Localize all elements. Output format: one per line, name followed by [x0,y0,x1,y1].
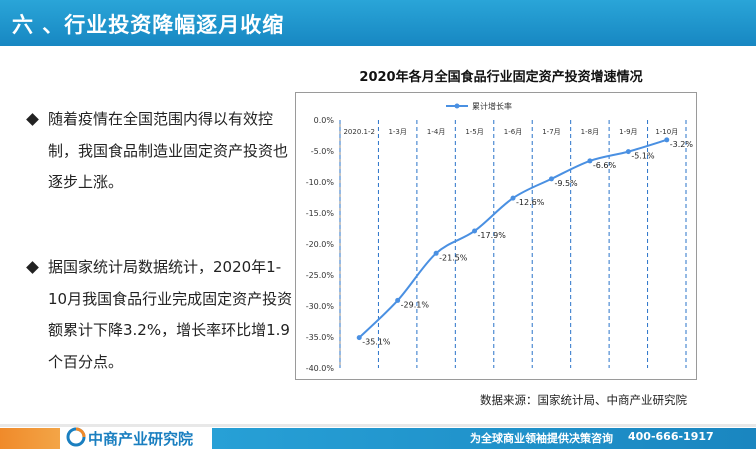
y-tick-label: -15.0% [306,209,335,218]
header-bar: 六 、行业投资降幅逐月收缩 [0,0,756,46]
footer-accent [0,428,60,449]
company-logo-text: 中商产业研究院 [88,430,194,448]
line-chart: 0.0% -5.0% -10.0% -15.0% -20.0% -25.0% -30.0% -… [306,101,694,373]
y-tick-label: -20.0% [306,240,335,249]
x-tick-label: 1-6月 [504,128,522,136]
data-label: -6.6% [593,161,617,170]
y-tick-label: -35.0% [306,333,335,342]
page-title: 六 、行业投资降幅逐月收缩 [12,13,285,37]
data-label: -21.5% [439,253,468,262]
data-point [356,335,362,341]
company-logo-icon [66,427,86,447]
data-label: -12.6% [516,198,545,207]
data-label: -35.1% [362,338,391,347]
data-source: 数据来源：国家统计局、中商产业研究院 [480,393,687,407]
x-tick-label: 1-3月 [388,128,406,136]
data-label: -29.1% [401,300,430,309]
x-tick-label: 1-10月 [655,128,678,136]
y-tick-label: -30.0% [306,302,335,311]
data-point [548,176,554,182]
data-point [587,158,593,164]
data-label: -5.1% [631,152,655,161]
data-point [625,149,631,155]
diamond-bullet-icon [26,113,39,126]
x-tick-label: 1-9月 [619,128,637,136]
bullet-text-1: 随着疫情在全国范围内得以有效控制，我国食品制造业固定资产投资也逐步上涨。 [48,110,289,191]
x-tick-label: 1-8月 [581,128,599,136]
x-tick-label: 1-5月 [465,128,483,136]
legend-marker [454,103,460,109]
data-label: -9.5% [554,179,578,188]
chart-frame: 0.0% -5.0% -10.0% -15.0% -20.0% -25.0% -30.0% -… [295,92,697,380]
legend-label: 累计增长率 [472,101,512,111]
data-point [472,228,478,234]
data-label: -17.9% [478,231,507,240]
footer-phone: 400-666-1917 [628,430,714,443]
data-point [395,297,401,303]
y-tick-label: -25.0% [306,271,335,280]
footer-slogan: 为全球商业领袖提供决策咨询 [470,432,613,445]
data-point [510,195,516,201]
bullet-text-2: 据国家统计局数据统计，2020年1-10月我国食品行业完成固定资产投资额累计下降… [48,258,293,371]
data-point [664,137,670,143]
y-tick-label: -40.0% [306,364,335,373]
x-tick-label: 1-4月 [427,128,445,136]
bullet-point-1: 随着疫情在全国范围内得以有效控制，我国食品制造业固定资产投资也逐步上涨。 [26,104,298,199]
footer-band [212,428,756,449]
diamond-bullet-icon [26,261,39,274]
bullet-point-2: 据国家统计局数据统计，2020年1-10月我国食品行业完成固定资产投资额累计下降… [26,252,298,378]
data-label: -3.2% [670,140,694,149]
footer-divider [0,424,756,427]
x-tick-label: 1-7月 [542,128,560,136]
y-tick-label: 0.0% [314,116,335,125]
data-point [433,250,439,256]
x-tick-label: 2020.1-2 [343,128,374,136]
y-tick-label: -10.0% [306,178,335,187]
chart-title: 2020年各月全国食品行业固定资产投资增速情况 [359,70,643,85]
y-tick-label: -5.0% [311,147,335,156]
